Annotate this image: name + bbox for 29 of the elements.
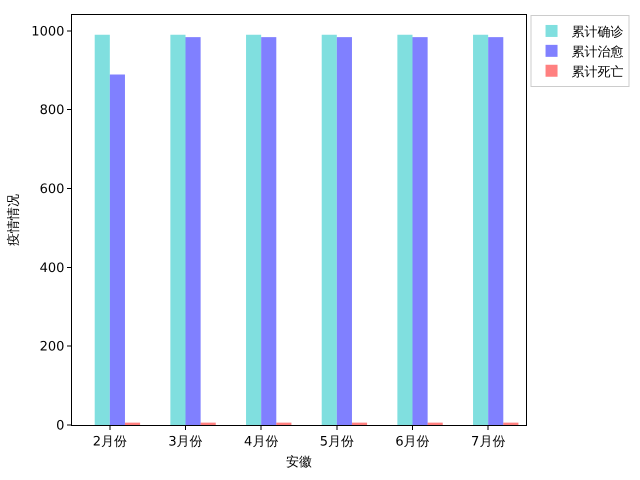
x-tick-label: 5月份 [320, 434, 354, 450]
bar [246, 34, 262, 425]
legend-label: 累计死亡 [572, 64, 624, 80]
x-tick-label: 7月份 [471, 434, 506, 450]
bar [412, 37, 428, 425]
bar [261, 37, 276, 425]
y-tick-label: 0 [56, 418, 64, 434]
bar [94, 34, 110, 425]
x-axis-title: 安徽 [286, 454, 312, 470]
y-tick-label: 1000 [31, 24, 64, 40]
y-tick-label: 800 [40, 103, 64, 118]
y-axis-title: 疫情情况 [6, 194, 22, 246]
legend-label: 累计治愈 [572, 44, 624, 60]
bar [110, 74, 125, 425]
x-tick-label: 2月份 [92, 434, 127, 450]
legend-label: 累计确诊 [572, 25, 624, 40]
bar [322, 34, 337, 425]
y-tick-label: 600 [40, 182, 64, 198]
x-tick-label: 4月份 [244, 434, 278, 450]
bar [397, 34, 412, 425]
bar [488, 37, 504, 425]
y-tick-label: 200 [40, 340, 64, 355]
bar [336, 37, 352, 425]
x-tick-label: 3月份 [168, 434, 203, 450]
bar [170, 34, 186, 425]
y-tick-label: 400 [40, 260, 64, 276]
x-tick-label: 6月份 [395, 434, 430, 450]
bar [186, 37, 201, 425]
bar [473, 34, 488, 425]
